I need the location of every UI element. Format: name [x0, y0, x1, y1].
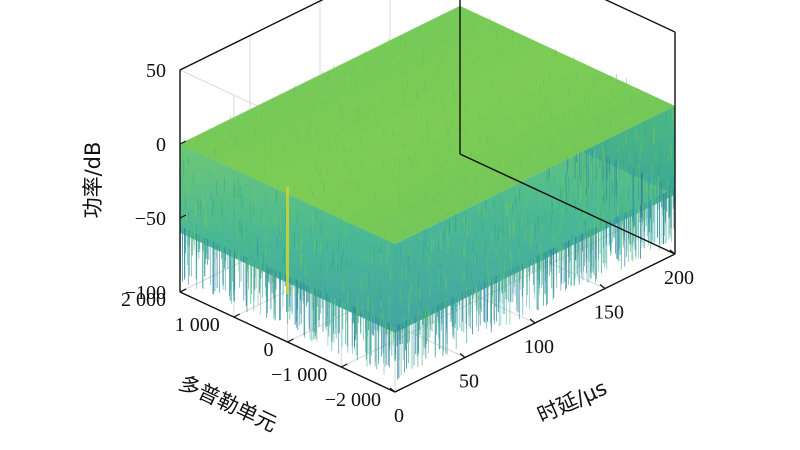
z-tick-mark — [179, 66, 187, 71]
x-tick-label: 200 — [664, 267, 694, 289]
y-tick-mark — [287, 338, 294, 343]
z-axis-label: 功率/dB — [81, 142, 105, 219]
y-axis-label: 多普勒单元 — [175, 371, 280, 437]
y-tick-mark — [233, 313, 241, 318]
z-ticks: 50 0 −50 −100 — [125, 60, 187, 304]
y-tick-label: 0 — [264, 339, 274, 361]
surface-top — [180, 6, 675, 244]
box-edge — [604, 0, 676, 33]
z-tick-label: 0 — [156, 134, 166, 156]
x-tick-mark — [669, 249, 676, 255]
y-tick-mark — [340, 363, 348, 368]
z-tick-mark — [179, 140, 187, 145]
y-tick-label: −1 000 — [271, 364, 327, 386]
x-axis-label: 时延/μs — [534, 376, 611, 428]
x-tick-label: 0 — [394, 405, 404, 427]
x-tick-mark — [529, 318, 536, 324]
x-tick-label: 50 — [459, 371, 479, 393]
x-tick-label: 150 — [594, 302, 624, 324]
z-tick-label: 50 — [146, 60, 166, 82]
x-tick-mark — [389, 387, 396, 393]
y-tick-label: 1 000 — [175, 314, 220, 336]
x-tick-label: 100 — [524, 336, 554, 358]
y-ticks: 2 000 1 000 0 −1 000 −2 000 — [121, 288, 402, 411]
z-tick-mark — [179, 214, 187, 219]
y-tick-label: 2 000 — [121, 289, 166, 311]
x-tick-mark — [599, 284, 606, 289]
box-edge — [459, 153, 676, 255]
y-tick-mark — [394, 388, 402, 393]
y-tick-label: −2 000 — [325, 389, 381, 411]
box-edge — [179, 0, 324, 71]
x-ticks: 0 50 100 150 200 — [389, 249, 694, 427]
surface — [179, 6, 676, 380]
z-tick-label: −100 — [125, 282, 166, 304]
y-tick-mark — [179, 288, 187, 293]
x-tick-mark — [459, 353, 466, 358]
z-tick-label: −50 — [135, 208, 166, 230]
